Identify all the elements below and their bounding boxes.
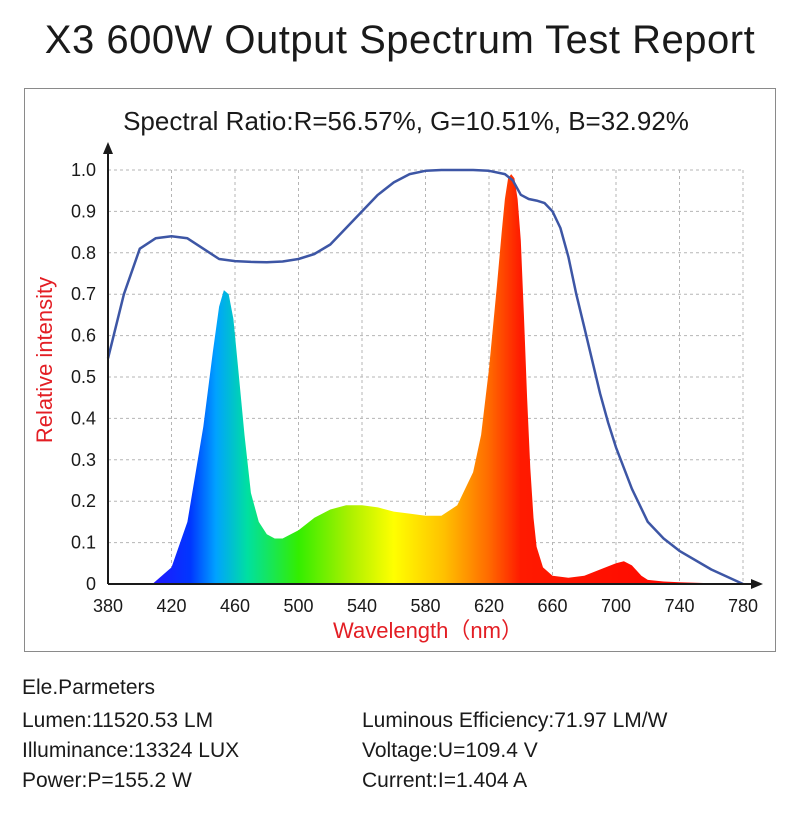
chart-title: Spectral Ratio:R=56.57%, G=10.51%, B=32.… [123,106,689,136]
x-tick-label: 380 [93,596,123,616]
current-value: Current:I=1.404 A [362,769,528,792]
x-tick-label: 740 [664,596,694,616]
spectrum-area [152,174,743,584]
y-tick-label: 0.6 [71,326,96,346]
x-tick-label: 540 [347,596,377,616]
y-tick-label: 1.0 [71,160,96,180]
voltage-value: Voltage:U=109.4 V [362,739,538,762]
x-axis-arrow-icon [751,579,763,589]
x-tick-label: 660 [537,596,567,616]
x-tick-label: 460 [220,596,250,616]
y-tick-label: 0.5 [71,367,96,387]
x-tick-label: 580 [410,596,440,616]
power-value: Power:P=155.2 W [22,769,192,792]
electrical-parameters: Ele.Parmeters Lumen:11520.53 LM Luminous… [22,676,782,796]
y-tick-label: 0.9 [71,201,96,221]
y-tick-label: 0 [86,574,96,594]
report-title: X3 600W Output Spectrum Test Report [44,18,756,62]
filter-curve-line [106,168,744,586]
y-tick-label: 0.2 [71,491,96,511]
lumen-value: Lumen:11520.53 LM [22,709,214,732]
x-axis-label: Wavelength（nm） [333,618,523,643]
x-tick-label: 620 [474,596,504,616]
y-axis-arrow-icon [103,142,113,154]
y-tick-label: 0.8 [71,243,96,263]
x-tick-label: 700 [601,596,631,616]
y-tick-label: 0.7 [71,284,96,304]
y-tick-label: 0.4 [71,408,96,428]
y-axis-label: Relative intensity [32,277,57,443]
params-heading: Ele.Parmeters [22,676,156,699]
efficiency-value: Luminous Efficiency:71.97 LM/W [362,709,668,732]
chart-frame [24,88,776,652]
y-tick-label: 0.3 [71,450,96,470]
x-tick-label: 420 [156,596,186,616]
illuminance-value: Illuminance:13324 LUX [22,739,240,762]
y-tick-label: 0.1 [71,533,96,553]
x-tick-label: 500 [283,596,313,616]
x-tick-label: 780 [728,596,758,616]
